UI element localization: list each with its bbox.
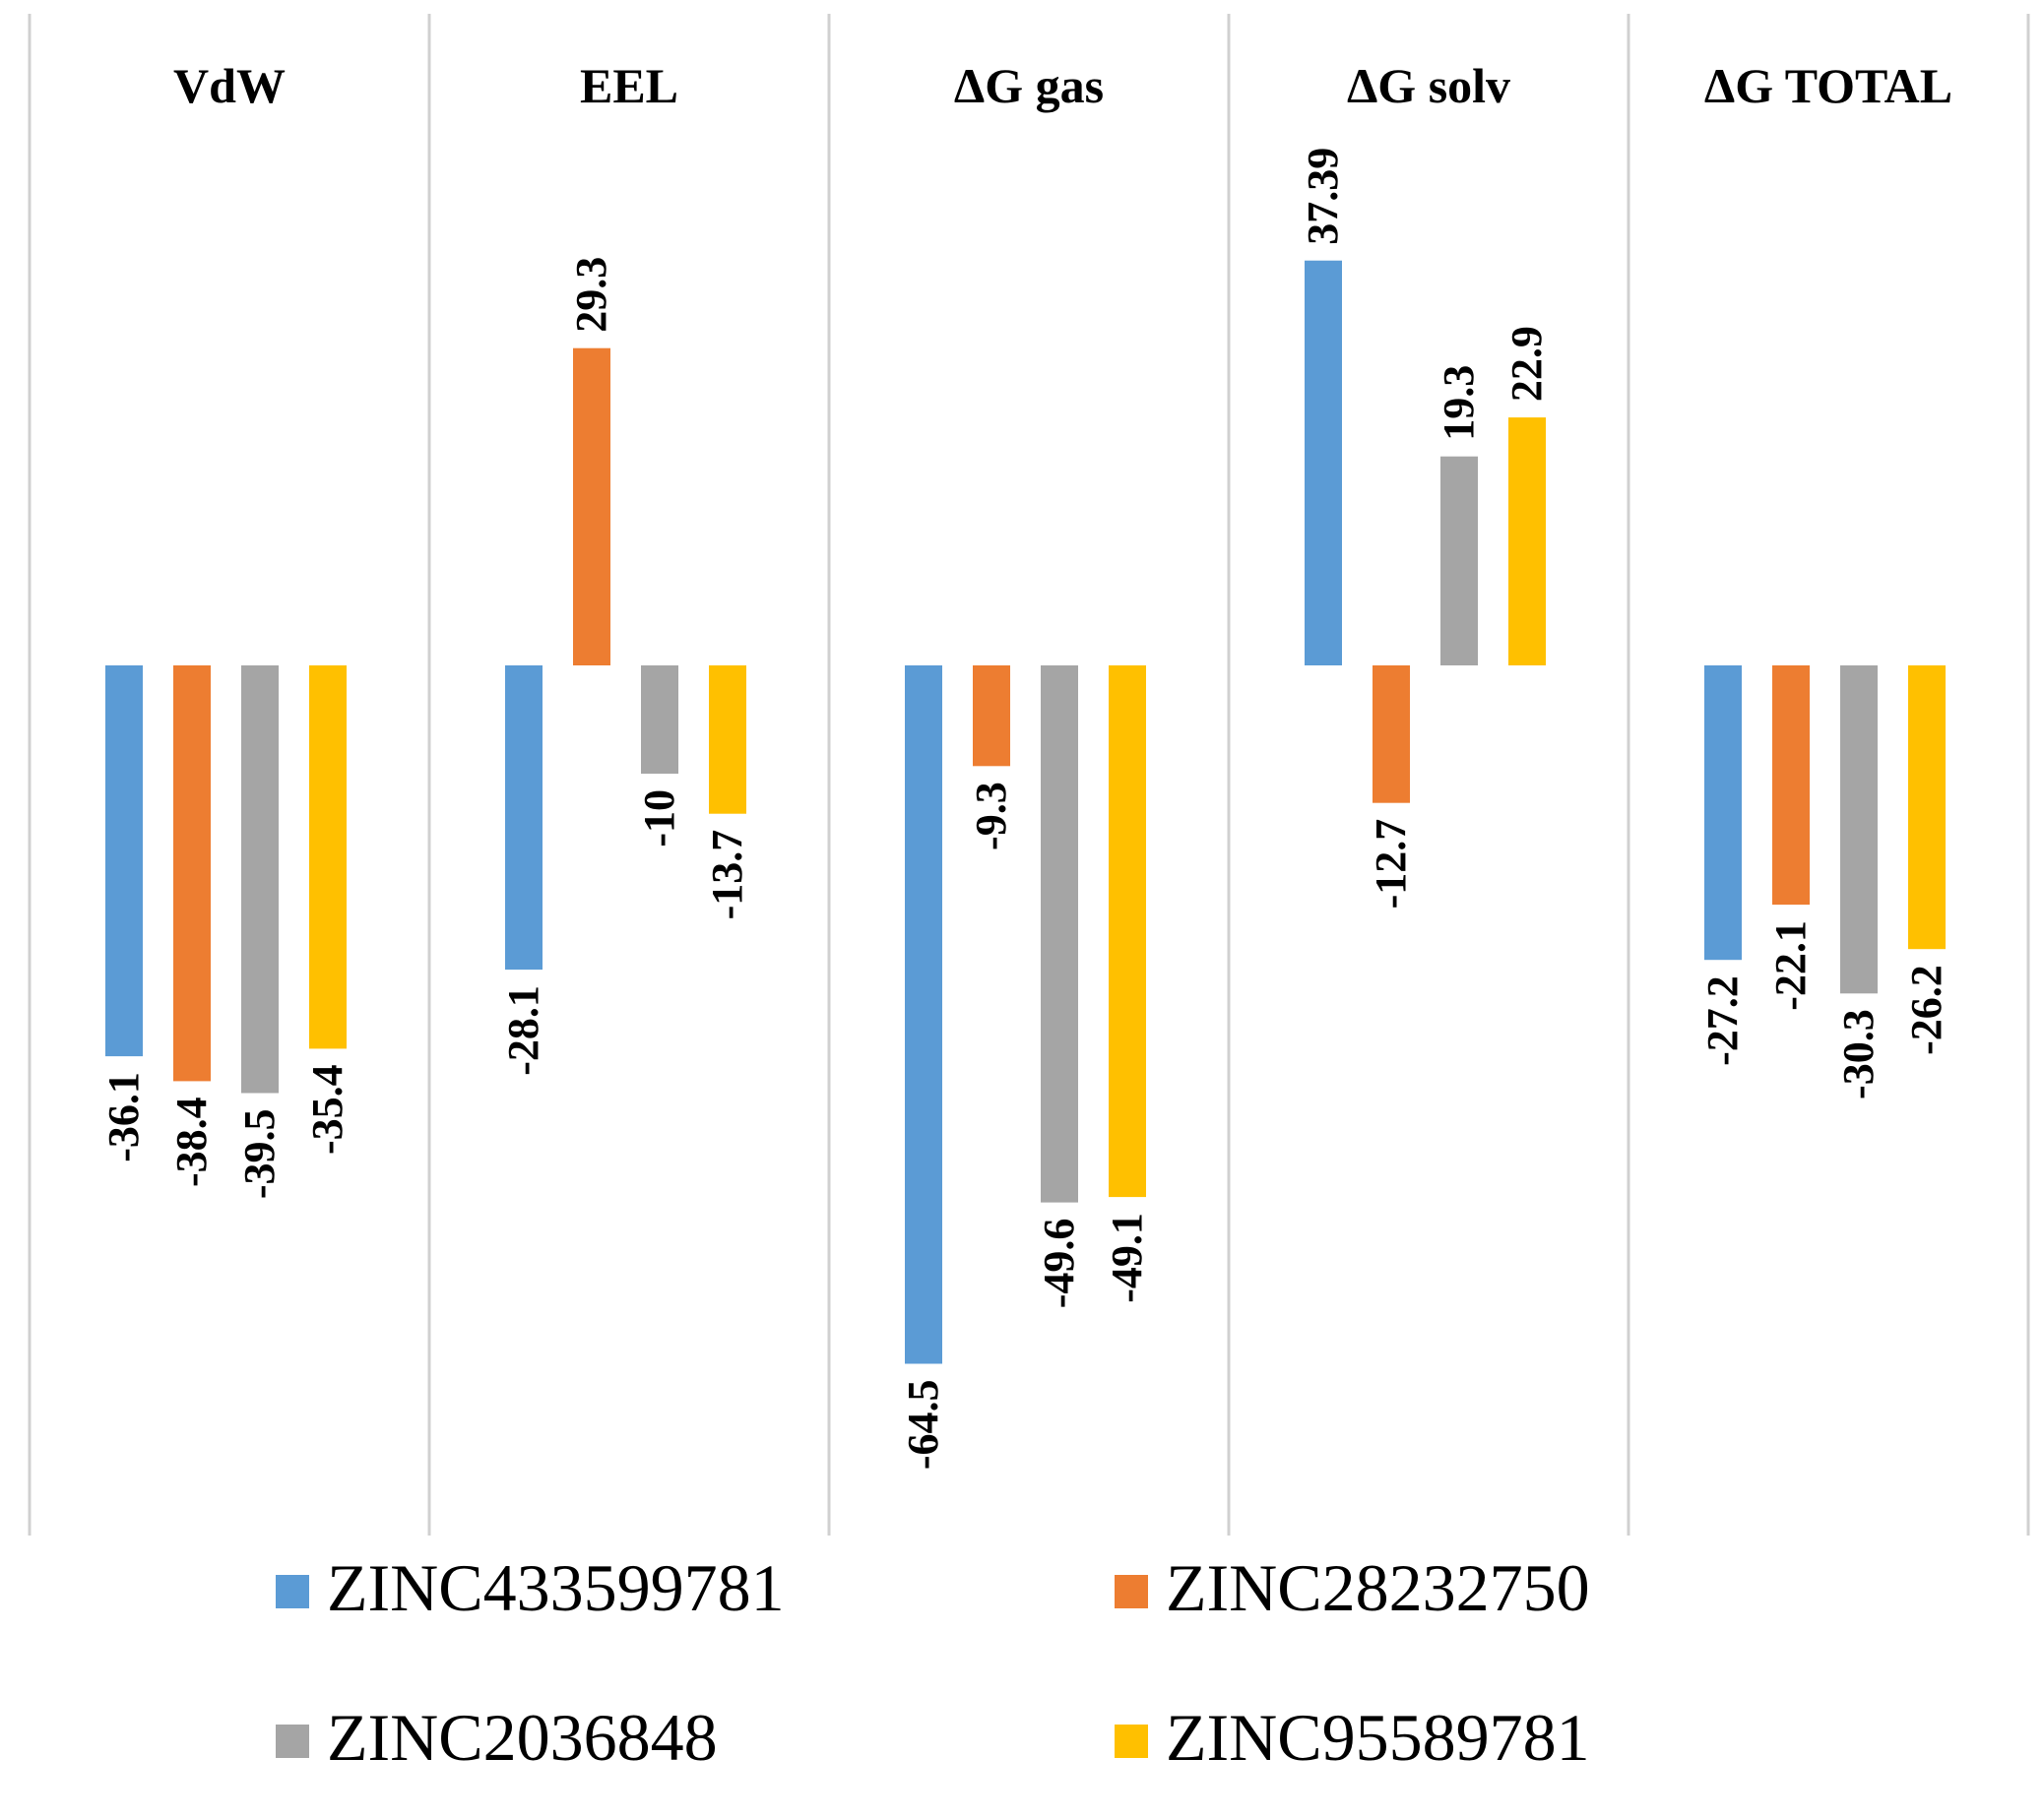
data-label: -39.5 (235, 1109, 284, 1200)
legend-label: ZINC28232750 (1166, 1550, 1590, 1625)
data-label: 19.3 (1435, 365, 1483, 441)
data-label: -28.1 (499, 985, 547, 1076)
bar (505, 665, 543, 971)
panel-title: VdW (173, 58, 286, 113)
bar (1440, 456, 1478, 665)
legend-swatch (1115, 1575, 1148, 1608)
data-label: -26.2 (1902, 965, 1950, 1055)
bar (1305, 260, 1342, 665)
panel-title: EEL (580, 58, 678, 113)
data-label: -30.3 (1834, 1009, 1883, 1099)
data-label: -13.7 (703, 830, 751, 920)
bar (709, 665, 746, 814)
legend-label: ZINC95589781 (1166, 1700, 1590, 1775)
bar (1908, 665, 1946, 950)
bar (1109, 665, 1146, 1198)
bar (173, 665, 211, 1082)
bar (105, 665, 143, 1057)
legend-swatch (1115, 1725, 1148, 1758)
bar (905, 665, 942, 1364)
bar (573, 347, 610, 665)
data-label: -64.5 (899, 1380, 947, 1471)
bar (1840, 665, 1878, 994)
data-label: -9.3 (967, 782, 1015, 850)
panel-title: ΔG TOTAL (1704, 58, 1952, 113)
data-label: 37.39 (1299, 148, 1347, 245)
data-label: -10 (635, 789, 683, 847)
legend-swatch (276, 1725, 309, 1758)
legend-swatch (276, 1575, 309, 1608)
bar (1704, 665, 1742, 961)
data-label: -12.7 (1367, 819, 1415, 910)
data-label: 29.3 (567, 257, 615, 333)
legend-label: ZINC433599781 (327, 1550, 785, 1625)
bar (1772, 665, 1810, 906)
panel-title: ΔG solv (1347, 58, 1510, 113)
data-label: -22.1 (1766, 920, 1815, 1011)
data-label: -36.1 (99, 1072, 148, 1162)
panel-title: ΔG gas (954, 58, 1104, 113)
bar (241, 665, 279, 1094)
bar (1508, 417, 1546, 665)
data-label: -49.6 (1035, 1219, 1083, 1309)
data-label: 22.9 (1502, 326, 1551, 402)
bar (973, 665, 1010, 767)
data-label: -27.2 (1698, 975, 1747, 1066)
bar (309, 665, 347, 1049)
legend-label: ZINC2036848 (327, 1700, 718, 1775)
data-label: -49.1 (1103, 1213, 1151, 1303)
data-label: -35.4 (303, 1064, 351, 1155)
bar (1373, 665, 1410, 803)
bar (641, 665, 678, 774)
data-label: -38.4 (167, 1097, 216, 1187)
bar (1041, 665, 1078, 1203)
